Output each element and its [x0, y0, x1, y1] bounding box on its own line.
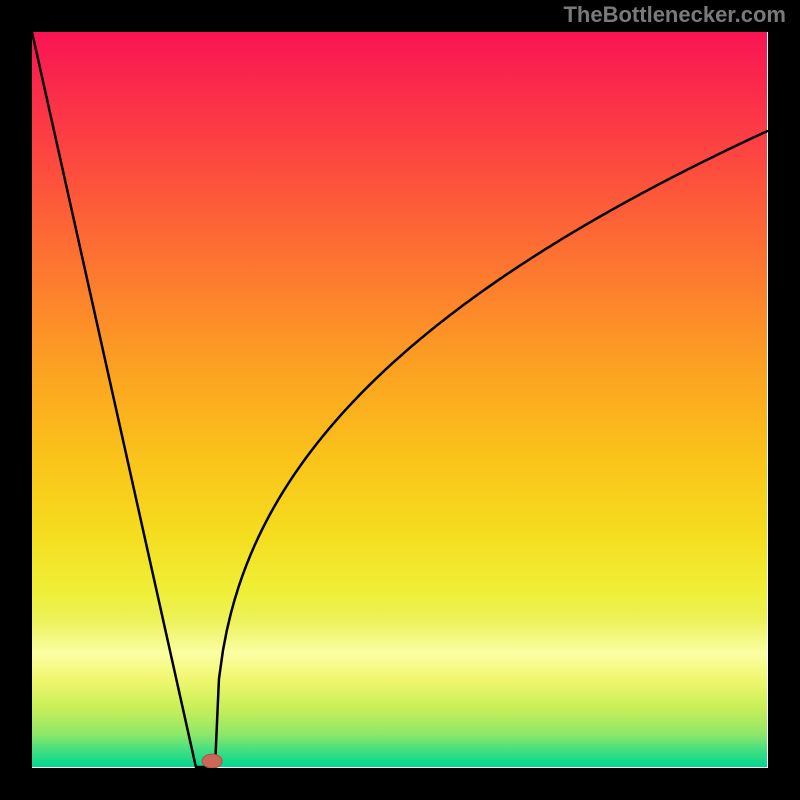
- chart-canvas: [0, 0, 800, 800]
- bottleneck-chart: TheBottlenecker.com: [0, 0, 800, 800]
- optimum-marker: [202, 754, 222, 768]
- gradient-background: [32, 32, 767, 767]
